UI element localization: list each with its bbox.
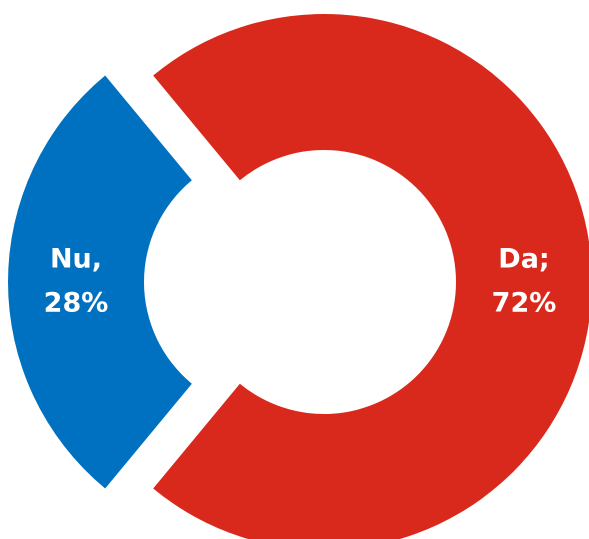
slice-label-value: 28% <box>44 288 109 319</box>
slice-label-value: 72% <box>492 288 557 319</box>
donut-slice <box>7 75 192 489</box>
slice-label-category: Nu, <box>50 244 102 275</box>
slice-label-category: Da; <box>498 244 549 275</box>
donut-slice <box>153 14 589 539</box>
